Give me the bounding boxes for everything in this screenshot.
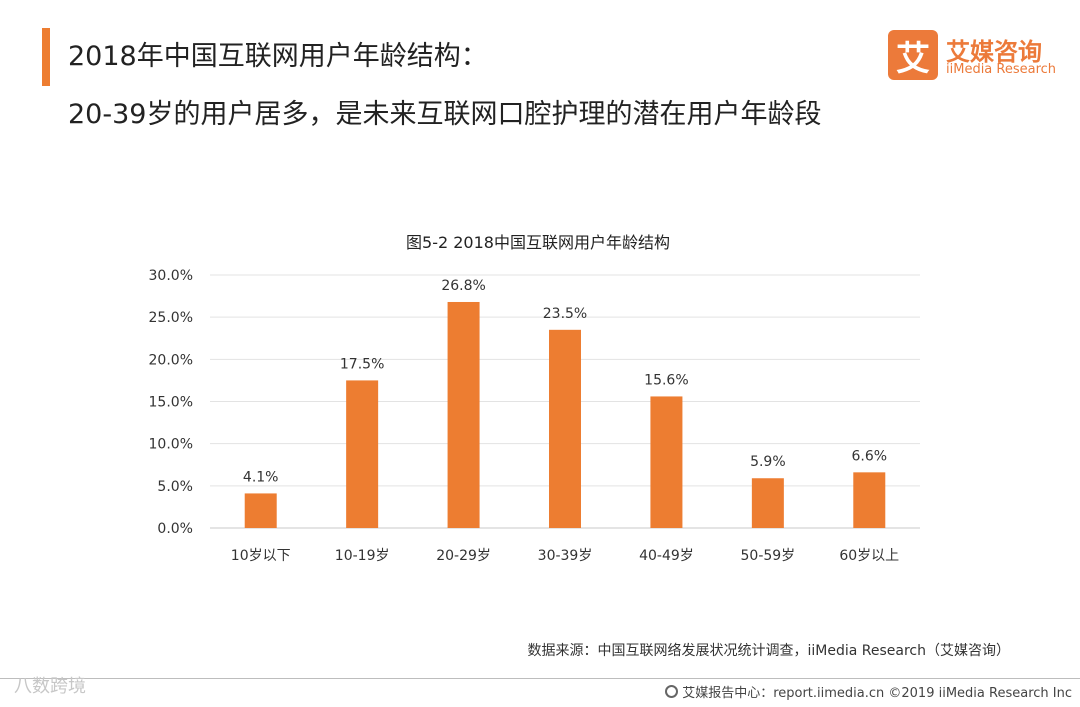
footer: 艾媒报告中心：report.iimedia.cn ©2019 iiMedia R… xyxy=(665,682,1072,701)
y-tick-label: 5.0% xyxy=(157,479,193,495)
data-label: 26.8% xyxy=(441,278,485,294)
y-tick-label: 20.0% xyxy=(149,352,193,368)
data-label: 4.1% xyxy=(243,469,279,485)
x-tick-label: 20-29岁 xyxy=(436,548,491,564)
logo-mark-icon: 艾 xyxy=(888,30,938,80)
accent-bar xyxy=(42,28,50,86)
footer-text: 艾媒报告中心：report.iimedia.cn ©2019 iiMedia R… xyxy=(682,686,1072,701)
logo-name-cn: 艾媒咨询 xyxy=(946,38,1042,66)
x-tick-label: 60岁以上 xyxy=(839,548,899,564)
data-label: 6.6% xyxy=(851,448,887,464)
data-label: 23.5% xyxy=(543,306,587,322)
logo-name-en: iiMedia Research xyxy=(946,62,1057,77)
bar xyxy=(346,380,379,528)
source-note: 数据来源：中国互联网络发展状况统计调查，iiMedia Research（艾媒咨… xyxy=(527,643,1011,659)
y-tick-label: 0.0% xyxy=(157,521,193,537)
data-label: 15.6% xyxy=(644,372,688,388)
data-label: 17.5% xyxy=(340,356,384,372)
page-subtitle: 20-39岁的用户居多，是未来互联网口腔护理的潜在用户年龄段 xyxy=(68,99,822,130)
x-tick-label: 50-59岁 xyxy=(741,548,796,564)
x-tick-label: 10-19岁 xyxy=(335,548,390,564)
chart-title: 图5-2 2018中国互联网用户年龄结构 xyxy=(406,233,670,252)
page-title: 2018年中国互联网用户年龄结构： xyxy=(68,41,488,72)
x-tick-label: 40-49岁 xyxy=(639,548,694,564)
footer-divider xyxy=(0,678,1080,679)
x-tick-label: 30-39岁 xyxy=(538,548,593,564)
brand-logo: 艾 艾媒咨询 iiMedia Research xyxy=(888,30,1058,80)
bar xyxy=(650,396,683,528)
data-label: 5.9% xyxy=(750,454,786,470)
bar xyxy=(549,329,581,528)
y-tick-label: 30.0% xyxy=(149,268,193,284)
bar xyxy=(853,472,886,528)
globe-icon xyxy=(665,685,679,698)
bar xyxy=(244,493,277,528)
y-tick-label: 15.0% xyxy=(149,395,193,411)
bar xyxy=(447,301,480,528)
bar xyxy=(751,478,784,528)
x-tick-label: 10岁以下 xyxy=(231,548,291,564)
y-tick-label: 25.0% xyxy=(149,310,193,326)
y-tick-label: 10.0% xyxy=(149,437,193,453)
watermark: 八数跨境 xyxy=(14,676,86,697)
